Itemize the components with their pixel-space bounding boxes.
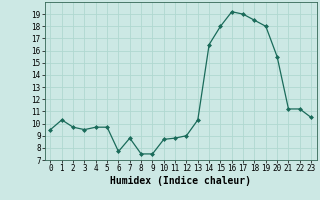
X-axis label: Humidex (Indice chaleur): Humidex (Indice chaleur): [110, 176, 251, 186]
